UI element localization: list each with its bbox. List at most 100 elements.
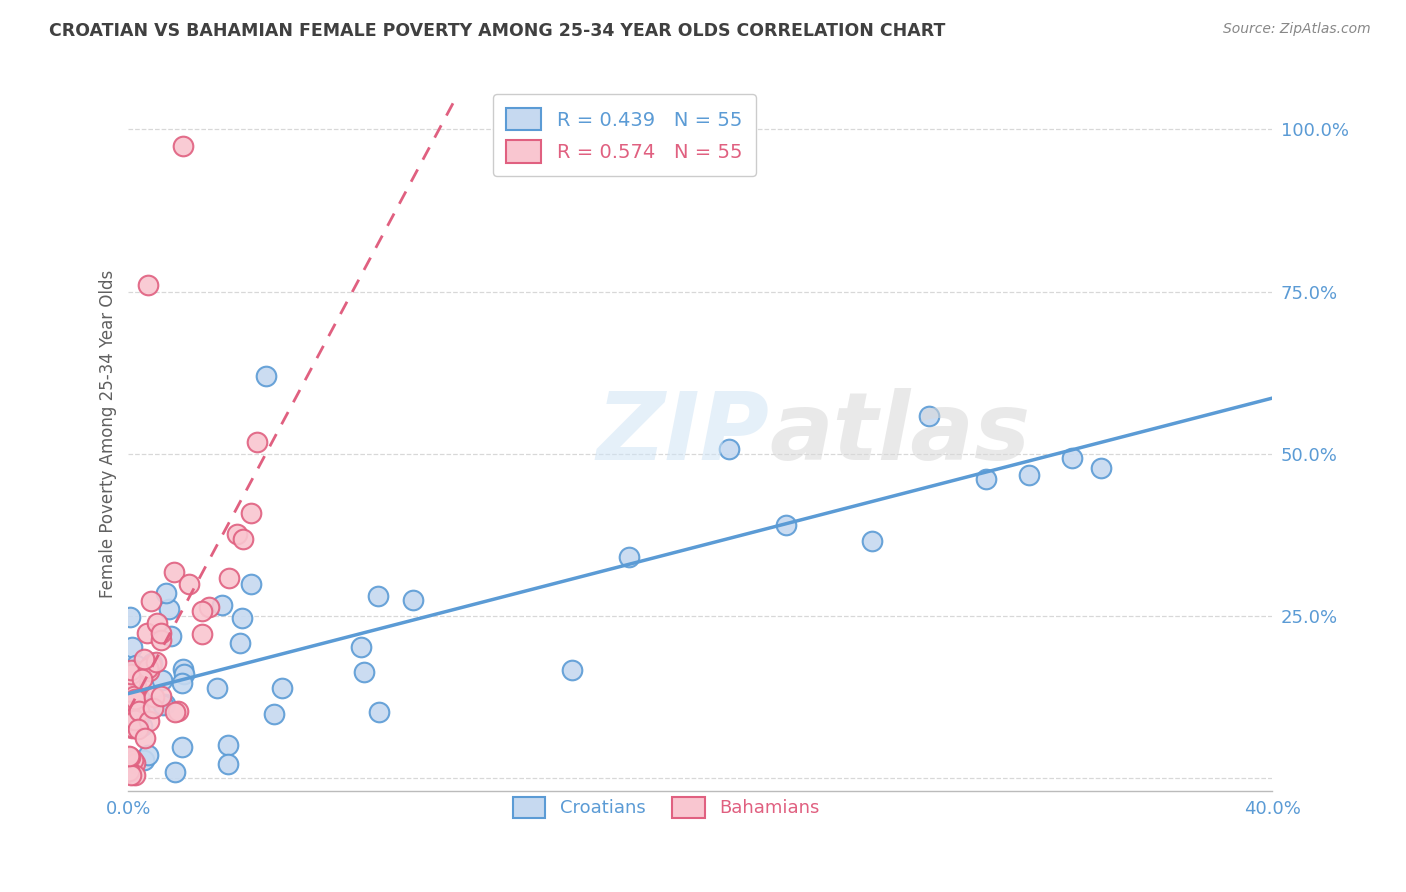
Point [179, 577, 201, 591]
Point [143, 690, 166, 704]
Point [141, 656, 163, 670]
Point [128, 665, 150, 680]
Point [134, 731, 156, 746]
Point [145, 655, 167, 669]
Point [118, 764, 141, 778]
Point [121, 722, 143, 736]
Point [150, 633, 173, 648]
Point [136, 660, 159, 674]
Point [138, 714, 160, 729]
Point [617, 550, 640, 565]
Point [172, 662, 194, 676]
Point [118, 749, 141, 764]
Point [232, 532, 254, 546]
Point [132, 652, 155, 666]
Point [121, 697, 143, 711]
Point [121, 753, 143, 767]
Legend: Croatians, Bahamians: Croatians, Bahamians [505, 789, 827, 825]
Point [128, 706, 150, 720]
Point [217, 757, 239, 772]
Point [124, 685, 146, 699]
Point [170, 740, 193, 755]
Point [129, 692, 152, 706]
Point [163, 566, 186, 580]
Point [263, 707, 285, 722]
Point [146, 615, 169, 630]
Point [226, 527, 249, 541]
Point [240, 577, 263, 591]
Point [128, 704, 150, 718]
Point [198, 600, 221, 615]
Point [157, 602, 180, 616]
Point [155, 697, 177, 711]
Point [191, 627, 214, 641]
Point [138, 748, 160, 763]
Point [120, 664, 142, 678]
Point [240, 506, 263, 520]
Point [121, 708, 143, 723]
Point [118, 610, 141, 624]
Point [118, 748, 141, 763]
Point [120, 667, 142, 681]
Point [124, 684, 146, 698]
Point [152, 698, 174, 712]
Point [125, 679, 148, 693]
Text: CROATIAN VS BAHAMIAN FEMALE POVERTY AMONG 25-34 YEAR OLDS CORRELATION CHART: CROATIAN VS BAHAMIAN FEMALE POVERTY AMON… [49, 22, 946, 40]
Point [775, 518, 797, 533]
Point [118, 674, 141, 689]
Point [163, 764, 186, 779]
Point [117, 704, 139, 718]
Point [118, 764, 141, 779]
Point [117, 678, 139, 692]
Point [124, 691, 146, 706]
Point [125, 685, 148, 699]
Point [167, 704, 190, 718]
Point [172, 138, 194, 153]
Point [229, 636, 252, 650]
Point [218, 571, 240, 585]
Point [367, 590, 389, 604]
Point [142, 698, 165, 713]
Point [217, 738, 239, 752]
Point [124, 756, 146, 770]
Text: Source: ZipAtlas.com: Source: ZipAtlas.com [1223, 22, 1371, 37]
Point [127, 723, 149, 737]
Point [191, 604, 214, 618]
Point [1090, 461, 1112, 475]
Point [132, 753, 155, 767]
Point [125, 682, 148, 697]
Point [155, 586, 177, 600]
Point [141, 657, 163, 672]
Point [131, 719, 153, 733]
Point [121, 720, 143, 734]
Point [718, 442, 741, 456]
Point [1062, 450, 1084, 465]
Point [124, 657, 146, 672]
Point [142, 701, 165, 715]
Point [121, 640, 143, 654]
Point [561, 663, 583, 677]
Point [170, 676, 193, 690]
Point [350, 640, 373, 654]
Point [353, 665, 375, 680]
Point [122, 663, 145, 677]
Point [122, 689, 145, 703]
Point [402, 593, 425, 607]
Text: atlas: atlas [769, 388, 1031, 481]
Point [860, 533, 883, 548]
Point [135, 625, 157, 640]
Point [160, 629, 183, 643]
Point [976, 472, 998, 486]
Point [270, 681, 292, 695]
Point [125, 696, 148, 710]
Point [127, 713, 149, 727]
Point [207, 681, 229, 695]
Point [367, 705, 389, 719]
Point [141, 594, 163, 608]
Y-axis label: Female Poverty Among 25-34 Year Olds: Female Poverty Among 25-34 Year Olds [100, 270, 117, 599]
Point [1018, 467, 1040, 482]
Point [125, 701, 148, 715]
Point [246, 435, 269, 450]
Point [138, 664, 160, 678]
Point [124, 768, 146, 782]
